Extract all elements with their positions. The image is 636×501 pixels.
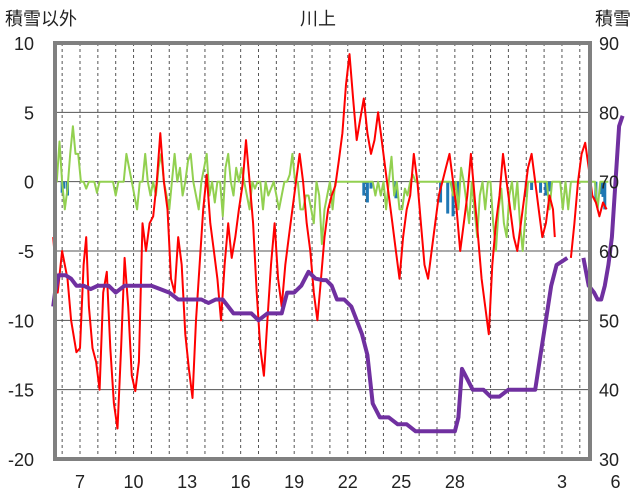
y-right-tick-label: 70: [599, 173, 619, 193]
precipitation-bar: [365, 181, 369, 203]
y-left-tick-label: 0: [24, 173, 34, 193]
precipitation-bar: [456, 181, 460, 203]
x-tick-label: 25: [391, 472, 411, 492]
precipitation-bar: [530, 181, 534, 190]
y-right-tick-label: 40: [599, 381, 619, 401]
x-tick-label: 7: [75, 472, 85, 492]
precipitation-bar: [601, 181, 605, 197]
y-right-tick-label: 90: [599, 34, 619, 54]
precipitation-bar: [603, 181, 607, 210]
precipitation-bar: [446, 181, 450, 214]
x-tick-label: 10: [124, 472, 144, 492]
precipitation-bar: [62, 181, 66, 189]
snow-depth-line: [581, 115, 625, 302]
y-left-tick-label: 10: [14, 34, 34, 54]
y-left-axis-label: 積雪以外: [5, 9, 77, 30]
x-tick-label: 3: [557, 472, 567, 492]
y-left-tick-label: 5: [24, 103, 34, 123]
precipitation-bar: [362, 181, 366, 196]
precipitation-bar: [451, 181, 455, 217]
x-tick-label: 28: [445, 472, 465, 492]
x-tick-label: 13: [177, 472, 197, 492]
chart-title: 川上: [300, 9, 336, 30]
x-tick-label: 16: [231, 472, 251, 492]
x-tick-label: 22: [338, 472, 358, 492]
temperature-line: [52, 53, 556, 430]
y-left-tick-label: -15: [8, 381, 34, 401]
y-left-tick-label: -10: [8, 311, 34, 331]
snow-depth-line: [51, 256, 569, 434]
precipitation-bar: [544, 181, 548, 196]
x-tick-label: 19: [284, 472, 304, 492]
precipitation-bar: [547, 181, 551, 192]
precipitation-bar: [599, 181, 603, 195]
line-series: [51, 53, 625, 434]
y-right-tick-label: 30: [599, 450, 619, 470]
plot-frame: [53, 41, 592, 461]
y-right-tick-label: 80: [599, 103, 619, 123]
precipitation-bar: [369, 181, 373, 189]
precipitation-bar: [539, 181, 543, 193]
y-right-tick-label: 50: [599, 311, 619, 331]
x-tick-label: 6: [610, 472, 620, 492]
y-left-tick-label: -5: [18, 242, 34, 262]
y-left-tick-label: -20: [8, 450, 34, 470]
y-right-tick-label: 60: [599, 242, 619, 262]
y-right-axis-label: 積雪: [595, 9, 631, 30]
